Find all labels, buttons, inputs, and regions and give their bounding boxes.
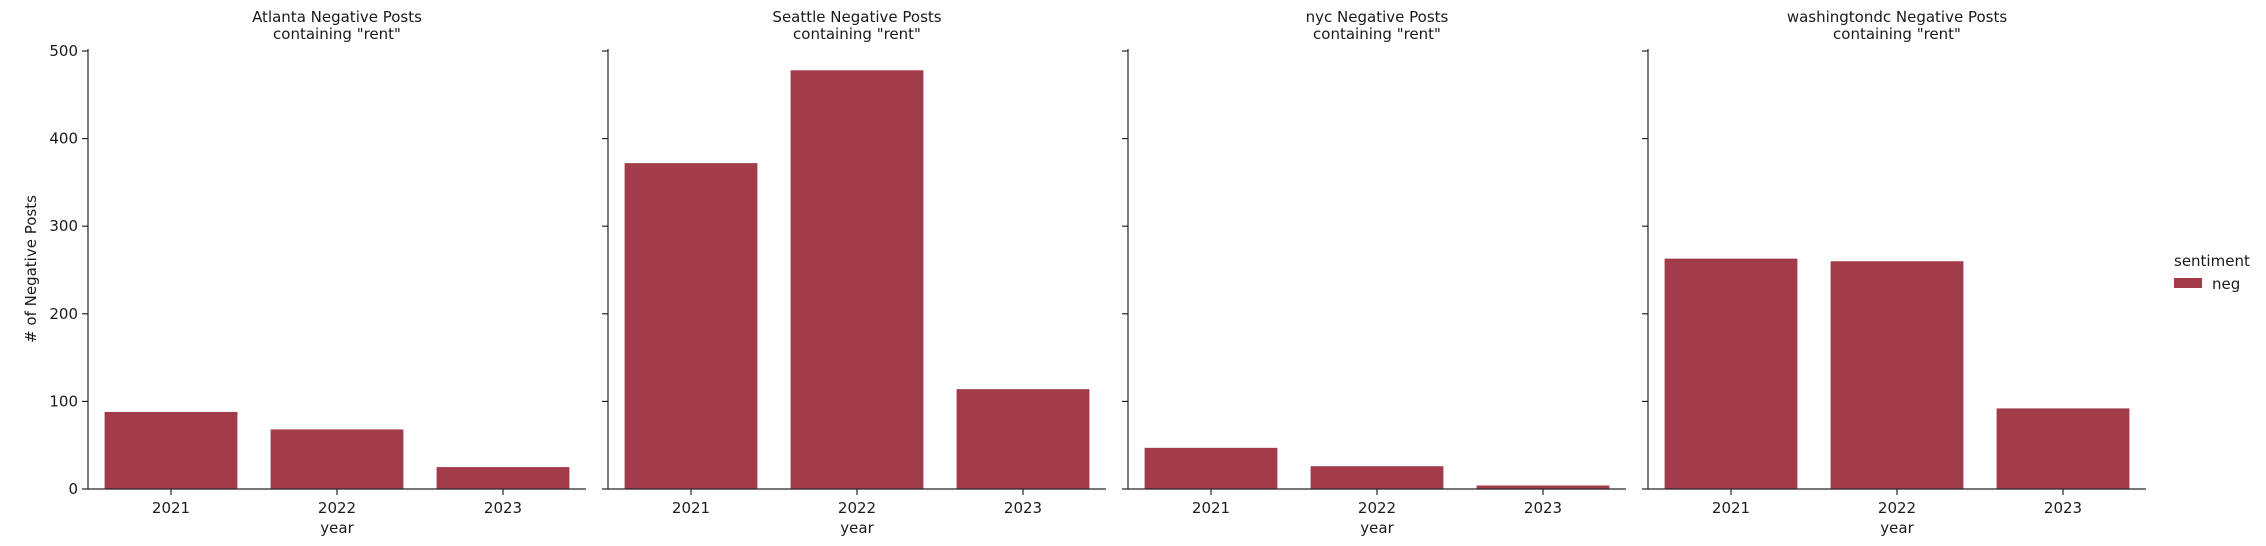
bar-2023 xyxy=(436,467,570,489)
y-tick-label: 500 xyxy=(49,42,78,60)
panel-title-line: containing "rent" xyxy=(1313,25,1441,43)
x-axis-label: year xyxy=(1360,519,1394,537)
legend-label-neg: neg xyxy=(2212,275,2240,293)
x-tick-label: 2021 xyxy=(1712,499,1750,517)
bar-2023 xyxy=(1476,485,1610,489)
bar-2023 xyxy=(956,389,1090,489)
bar-2023 xyxy=(1996,408,2130,489)
panel-title-line: Seattle Negative Posts xyxy=(772,8,941,26)
panel-title-line: Atlanta Negative Posts xyxy=(252,8,422,26)
y-tick-label: 200 xyxy=(49,305,78,323)
x-tick-label: 2023 xyxy=(2044,499,2082,517)
y-tick-label: 100 xyxy=(49,392,78,410)
legend-title: sentiment xyxy=(2174,252,2250,270)
x-tick-label: 2023 xyxy=(1524,499,1562,517)
bar-2021 xyxy=(624,163,758,490)
bar-2021 xyxy=(1664,258,1798,489)
bar-2022 xyxy=(270,429,404,489)
x-axis-label: year xyxy=(1880,519,1914,537)
x-tick-label: 2022 xyxy=(318,499,356,517)
x-axis-label: year xyxy=(320,519,354,537)
x-tick-label: 2021 xyxy=(672,499,710,517)
x-tick-label: 2021 xyxy=(1192,499,1230,517)
x-axis-label: year xyxy=(840,519,874,537)
legend: sentiment neg xyxy=(2174,252,2250,293)
x-tick-label: 2022 xyxy=(1358,499,1396,517)
panel-title-line: containing "rent" xyxy=(273,25,401,43)
y-tick-label: 300 xyxy=(49,217,78,235)
legend-swatch-neg xyxy=(2174,278,2202,288)
x-tick-label: 2022 xyxy=(1878,499,1916,517)
x-tick-label: 2022 xyxy=(838,499,876,517)
x-tick-label: 2021 xyxy=(152,499,190,517)
y-tick-label: 0 xyxy=(68,480,78,498)
x-tick-label: 2023 xyxy=(1004,499,1042,517)
panel-title-line: nyc Negative Posts xyxy=(1306,8,1449,26)
y-axis-label: # of Negative Posts xyxy=(22,195,40,343)
bar-2021 xyxy=(1144,447,1278,489)
panel-title-line: washingtondc Negative Posts xyxy=(1787,8,2008,26)
panel-title-line: containing "rent" xyxy=(793,25,921,43)
y-tick-label: 400 xyxy=(49,130,78,148)
bar-2022 xyxy=(1830,261,1964,489)
x-tick-label: 2023 xyxy=(484,499,522,517)
bar-2022 xyxy=(1310,466,1444,489)
panel-title-line: containing "rent" xyxy=(1833,25,1961,43)
bar-2022 xyxy=(790,70,924,489)
bar-2021 xyxy=(104,411,238,489)
